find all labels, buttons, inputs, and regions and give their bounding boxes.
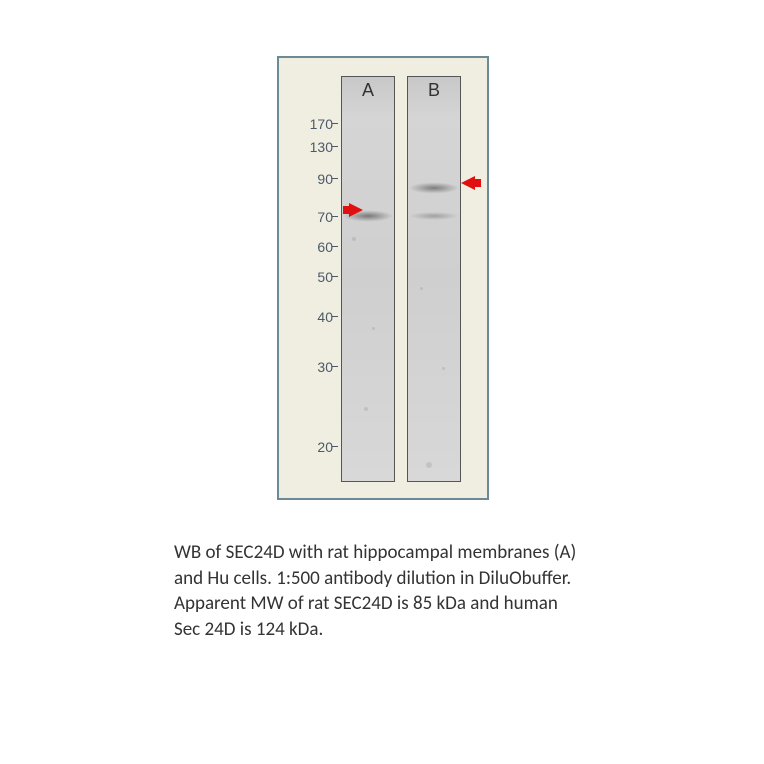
band-b-1 <box>408 181 460 195</box>
mw-170: 170 <box>297 116 333 132</box>
mw-70: 70 <box>297 209 333 225</box>
lane-b: B <box>407 76 461 482</box>
mw-90: 90 <box>297 171 333 187</box>
lane-a-label: A <box>342 80 394 101</box>
western-blot-panel: A B 170 130 90 70 60 50 40 30 20 <box>277 56 489 500</box>
lane-a: A <box>341 76 395 482</box>
mw-60: 60 <box>297 239 333 255</box>
mw-30: 30 <box>297 359 333 375</box>
lane-b-label: B <box>408 80 460 101</box>
mw-40: 40 <box>297 309 333 325</box>
mw-20: 20 <box>297 439 333 455</box>
arrow-icon <box>461 176 475 190</box>
mw-50: 50 <box>297 269 333 285</box>
mw-130: 130 <box>297 139 333 155</box>
figure-caption: WB of SEC24D with rat hippocampal membra… <box>174 540 584 643</box>
band-b-2 <box>408 211 460 221</box>
arrow-icon <box>349 203 363 217</box>
